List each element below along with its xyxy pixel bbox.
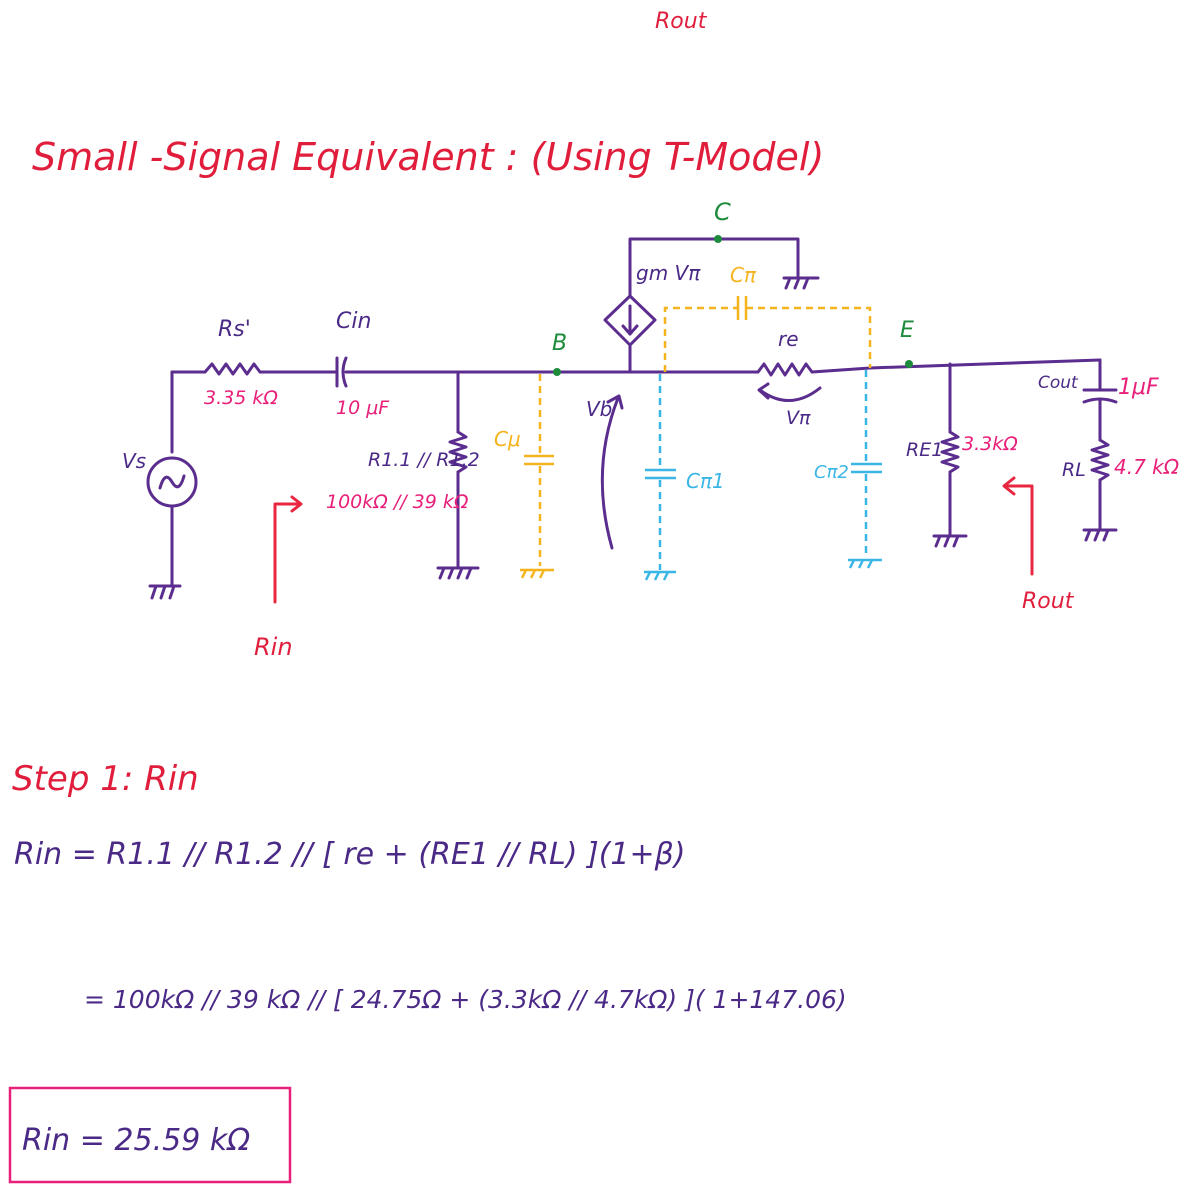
node-b-dot [553,368,561,376]
cout-capacitor [1082,388,1118,442]
rl-name: RL [1062,459,1086,481]
cpi2-capacitor [848,370,882,569]
main-wire [170,356,1102,454]
cpi1-capacitor [644,374,676,581]
rs-resistor [203,362,262,376]
vb-label: Vb [586,397,612,421]
cpi1-label: Cπ1 [686,469,725,493]
cout-name: Cout [1038,373,1079,393]
cin-value: 10 μF [336,397,390,419]
cpi2-label: Cπ2 [814,462,849,483]
rout-arrow [1002,476,1034,576]
re-label: re [778,327,799,351]
re-resistor [756,362,814,377]
cmu-label: Cμ [494,427,521,451]
cin-name: Cin [336,309,371,334]
result-text: Rin = 25.59 kΩ [22,1123,250,1158]
re1-value: 3.3kΩ [962,433,1018,455]
node-b-label: B [552,331,567,356]
node-c-label: C [714,198,731,226]
gm-current-source [603,237,800,374]
cin-plate-right [341,356,348,388]
node-e-dot [905,360,913,368]
step-title: Step 1: Rin [12,759,199,799]
r1-name: R1.1 // R1.2 [368,449,480,471]
node-c-dot [714,235,722,243]
rout-label: Rout [1022,589,1075,614]
cpi-capacitor [663,296,872,372]
step-eq1: Rin = R1.1 // R1.2 // [ re + (RE1 // RL)… [14,837,685,872]
rin-label: Rin [254,633,293,661]
top-rout-label: Rout [655,9,708,34]
r1-resistor [436,370,480,580]
step-eq2: = 100kΩ // 39 kΩ // [ 24.75Ω + (3.3kΩ //… [84,985,847,1014]
gm-label: gm Vπ [636,261,701,285]
rs-value: 3.35 kΩ [204,387,278,409]
re1-name: RE1 [906,439,943,461]
r1-value: 100kΩ // 39 kΩ [326,491,469,513]
node-e-label: E [900,318,914,343]
re1-resistor [932,362,968,548]
vpi-arrow [757,382,822,402]
collector-ground [782,276,820,290]
cmu-capacitor [520,374,554,579]
rin-arrow [273,495,303,604]
cout-value: 1μF [1118,375,1159,400]
vs-label: Vs [122,449,146,473]
rl-resistor [1082,438,1118,542]
heading-title: Small -Signal Equivalent : (Using T-Mode… [32,135,824,179]
vpi-label: Vπ [786,407,811,429]
vb-arrow [600,394,624,550]
cpi-label: Cπ [730,263,757,287]
result-box [8,1086,292,1184]
rs-name: Rs' [218,317,251,342]
vs-source [146,456,198,600]
rl-value: 4.7 kΩ [1114,455,1180,479]
